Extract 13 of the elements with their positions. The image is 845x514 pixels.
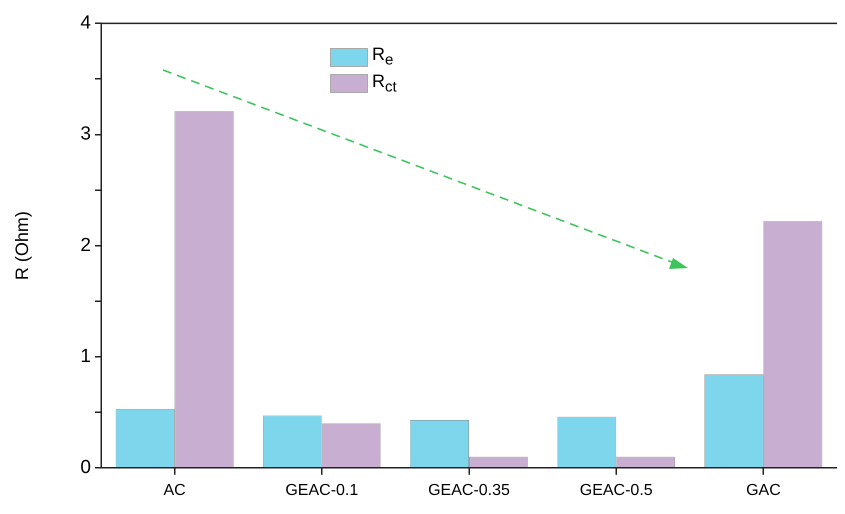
y-axis-title: R (Ohm): [12, 211, 32, 280]
y-tick-label: 1: [80, 346, 91, 367]
y-tick-label: 0: [80, 457, 91, 478]
x-tick-label: GEAC-0.5: [580, 482, 653, 499]
y-tick-label: 3: [80, 124, 91, 145]
x-tick-label: GAC: [746, 482, 781, 499]
legend-label: R$_{ct}$: [372, 70, 397, 98]
x-tick-label: GEAC-0.35: [428, 482, 510, 499]
y-tick-label: 4: [80, 12, 92, 34]
x-tick-label: GEAC-0.1: [285, 482, 358, 499]
legend-label: R$_{e}$: [372, 44, 394, 71]
y-tick-label: 2: [80, 234, 91, 256]
x-tick-label: AC: [163, 482, 186, 499]
